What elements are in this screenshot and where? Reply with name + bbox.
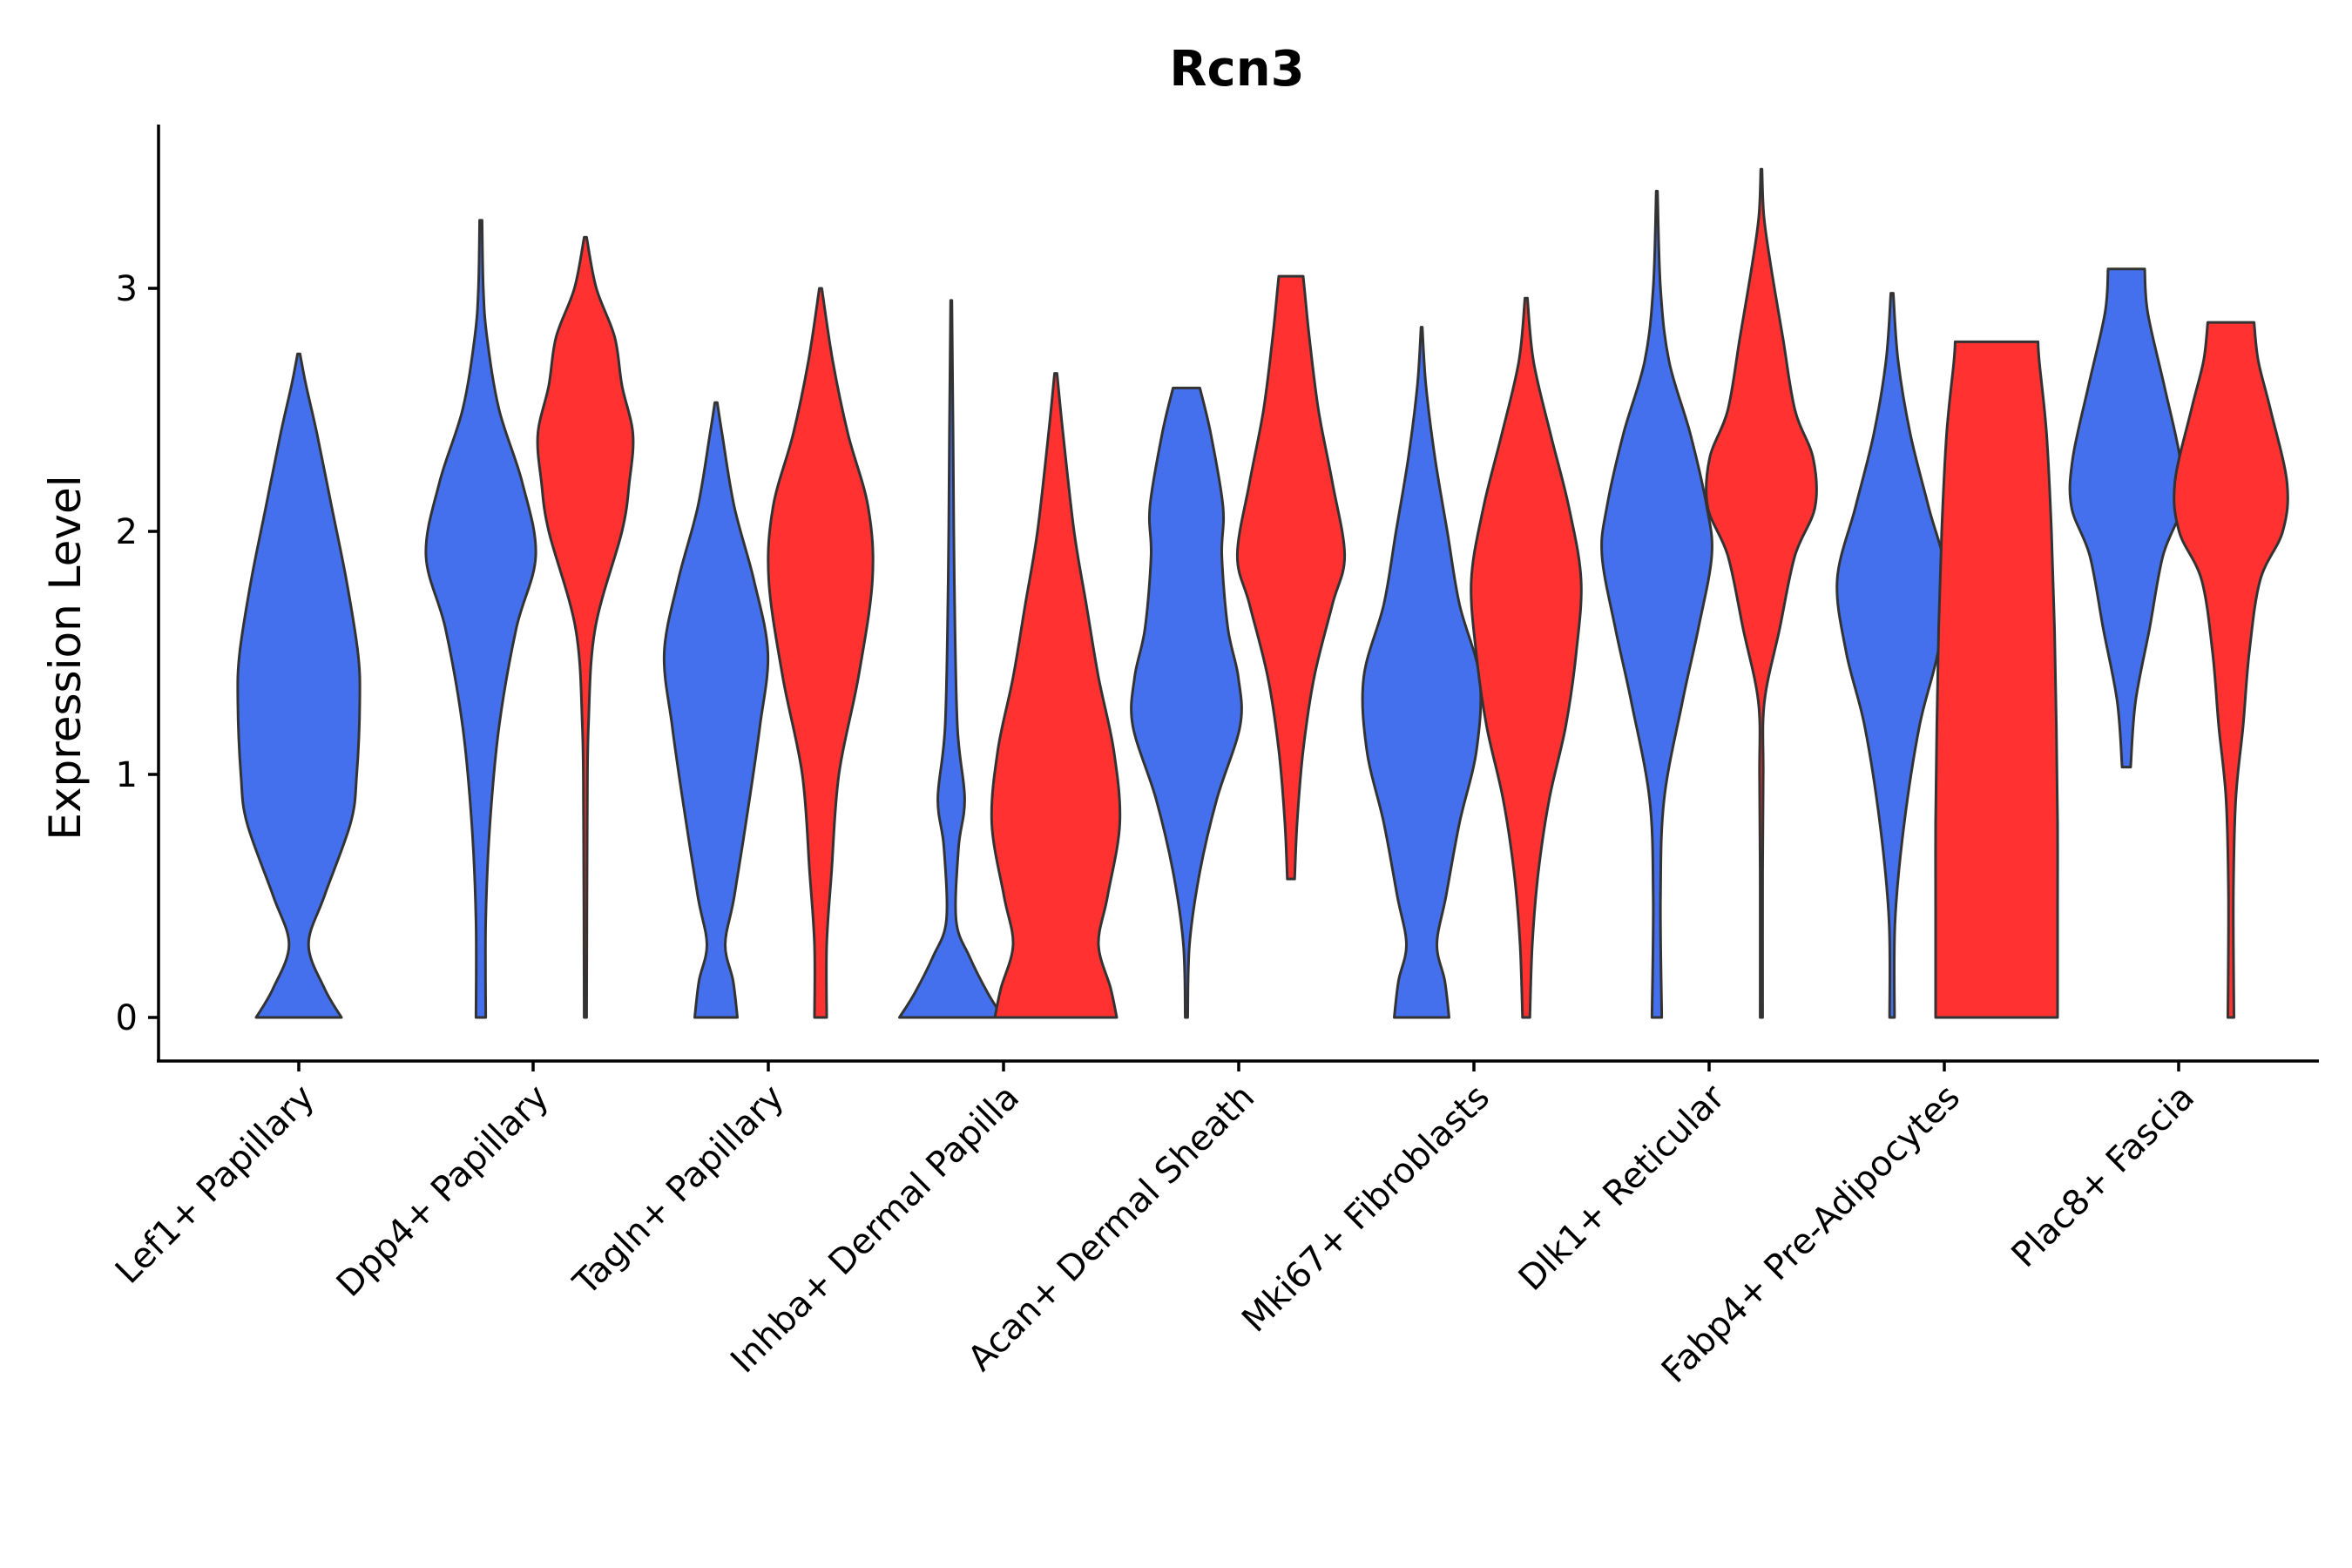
violin-group2 [1470, 296, 1583, 1019]
x-tick-label: Dlk1+ Reticular [1511, 1077, 1734, 1299]
x-tick-label: Mki67+ Fibroblasts [1234, 1078, 1497, 1341]
violin-group2 [1235, 274, 1347, 881]
x-tick-label: Dpp4+ Papillary [329, 1078, 557, 1305]
violin-group1 [662, 401, 770, 1019]
violin-group1 [1130, 386, 1243, 1019]
x-ticks: Lef1+ Papillary Dpp4+ Papillary Tagln+ Pap… [108, 1061, 2202, 1391]
x-tick-label: Lef1+ Papillary [108, 1078, 322, 1292]
violin-group1 [2068, 267, 2185, 769]
violin-group2 [1705, 167, 1818, 1019]
y-tick-label: 0 [116, 998, 138, 1038]
violin-group1 [898, 299, 1004, 1019]
y-axis-label: Expression Level [40, 475, 91, 840]
y-ticks: 0 1 2 3 [116, 269, 159, 1038]
y-tick-label: 1 [116, 755, 138, 795]
violin-group1 [236, 352, 362, 1019]
y-tick-label: 2 [116, 512, 138, 552]
x-tick-label: Plac8+ Fascia [2004, 1078, 2203, 1276]
violin-group1 [424, 219, 537, 1019]
violin-group2 [536, 235, 635, 1019]
violin-group2 [767, 287, 875, 1019]
chart-title: Rcn3 [1169, 41, 1304, 98]
violin-group2 [990, 372, 1122, 1019]
violin-group1 [1600, 189, 1713, 1019]
y-tick-label: 3 [116, 269, 138, 309]
violin-group [236, 167, 2289, 1019]
violin-group1 [1835, 292, 1949, 1019]
x-tick-label: Tagln+ Papillary [565, 1078, 792, 1304]
violin-group2 [1934, 340, 2059, 1019]
violin-group1 [1361, 326, 1483, 1019]
violin-group2 [2173, 321, 2289, 1019]
